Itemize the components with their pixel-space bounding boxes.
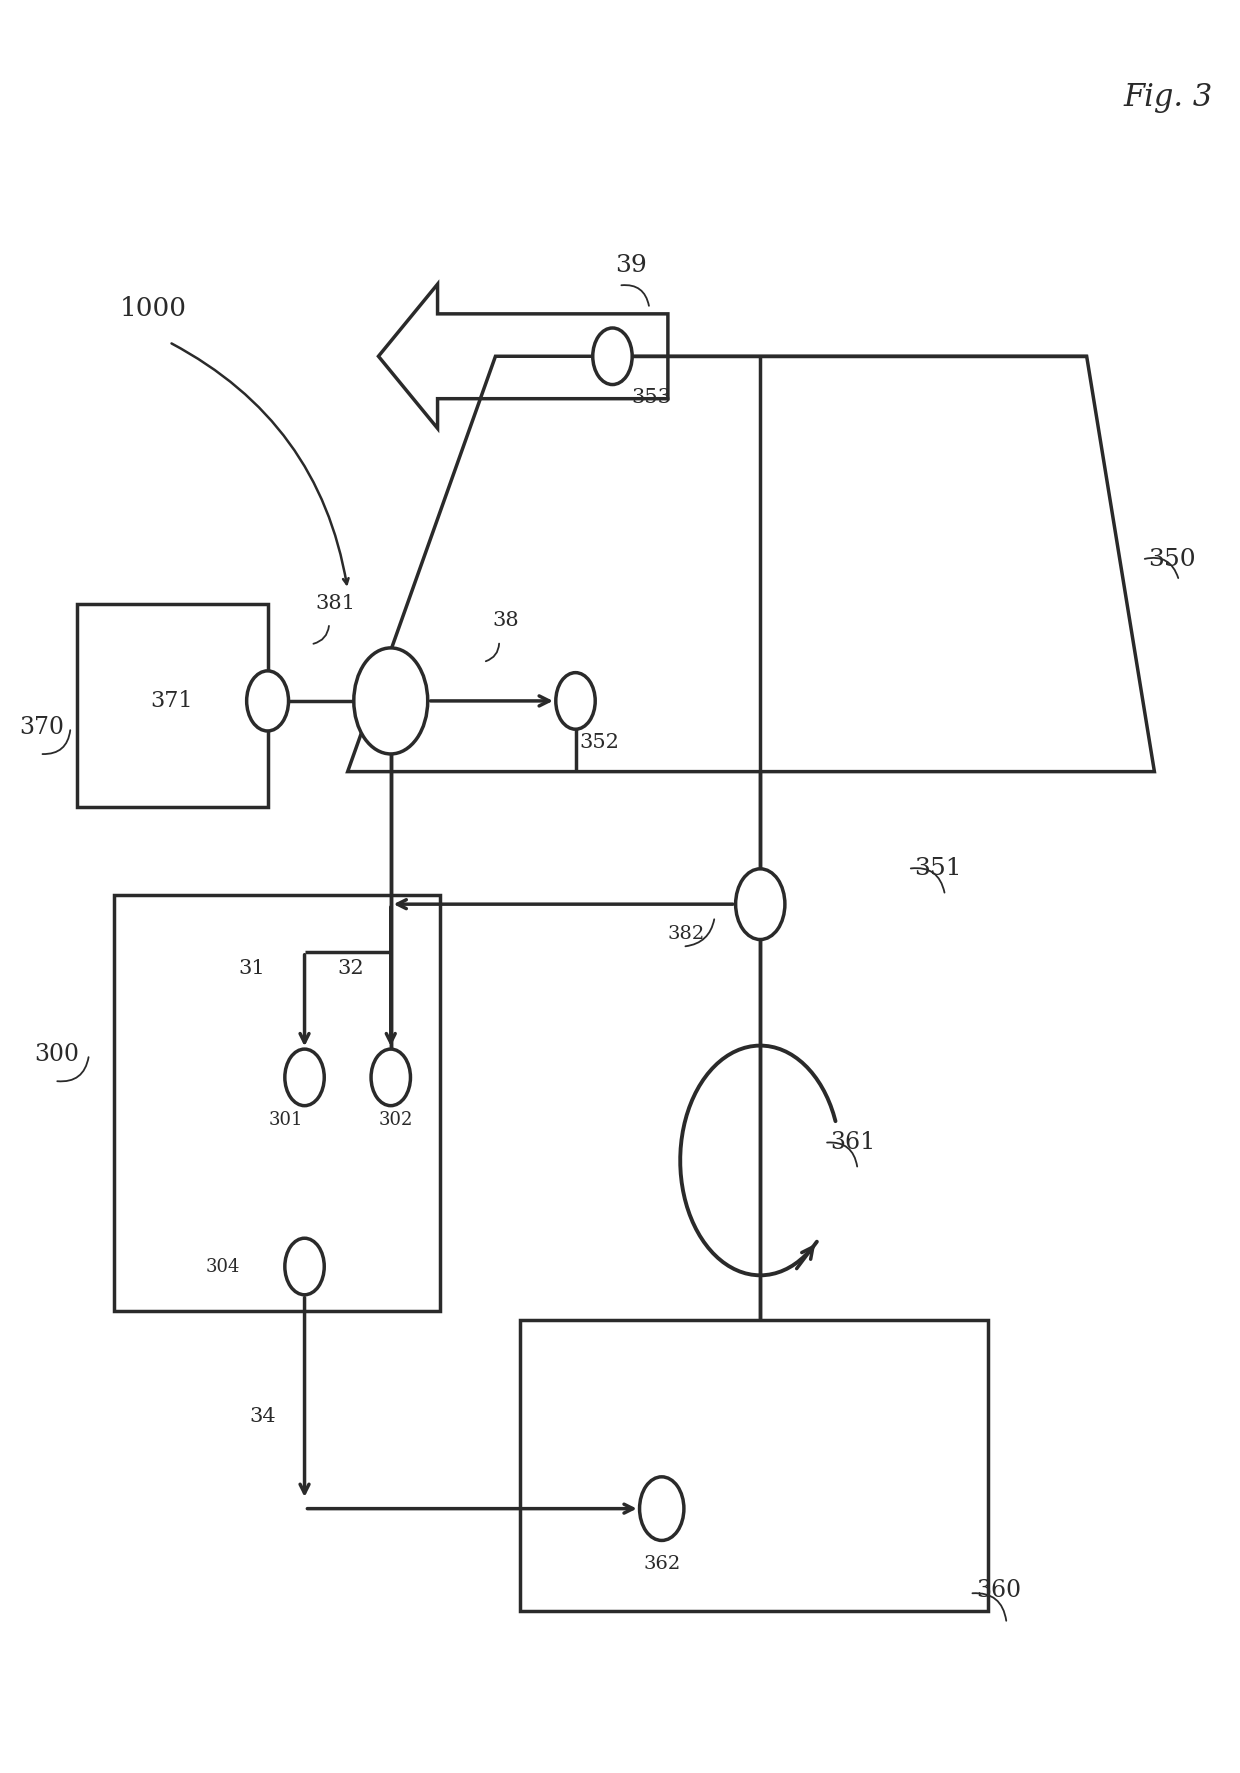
- Text: 34: 34: [249, 1408, 277, 1425]
- Text: 300: 300: [35, 1043, 79, 1066]
- Text: 38: 38: [492, 612, 518, 629]
- Text: 304: 304: [206, 1257, 241, 1275]
- Circle shape: [556, 672, 595, 729]
- Text: Fig. 3: Fig. 3: [1123, 82, 1213, 113]
- Bar: [77, 605, 268, 807]
- Text: 31: 31: [238, 959, 265, 979]
- Circle shape: [640, 1477, 684, 1541]
- Text: 351: 351: [914, 858, 962, 881]
- Text: 301: 301: [269, 1112, 304, 1129]
- Text: 371: 371: [150, 690, 192, 713]
- Text: 350: 350: [1148, 548, 1195, 571]
- Text: 1000: 1000: [120, 296, 187, 321]
- Circle shape: [247, 670, 289, 730]
- Text: 381: 381: [315, 594, 356, 612]
- Text: 32: 32: [337, 959, 363, 979]
- Text: 360: 360: [976, 1580, 1021, 1603]
- Bar: [114, 895, 440, 1310]
- Text: 352: 352: [579, 732, 619, 752]
- Circle shape: [285, 1050, 324, 1106]
- Text: 382: 382: [667, 926, 704, 943]
- Bar: [520, 1319, 988, 1612]
- Text: 39: 39: [615, 254, 647, 277]
- Circle shape: [593, 328, 632, 385]
- Text: 362: 362: [644, 1555, 681, 1573]
- Circle shape: [735, 869, 785, 940]
- Circle shape: [371, 1050, 410, 1106]
- Text: 370: 370: [20, 716, 64, 739]
- Text: 361: 361: [831, 1131, 875, 1154]
- Text: 353: 353: [631, 388, 671, 408]
- Circle shape: [353, 647, 428, 754]
- Text: 302: 302: [378, 1112, 413, 1129]
- Circle shape: [285, 1238, 324, 1294]
